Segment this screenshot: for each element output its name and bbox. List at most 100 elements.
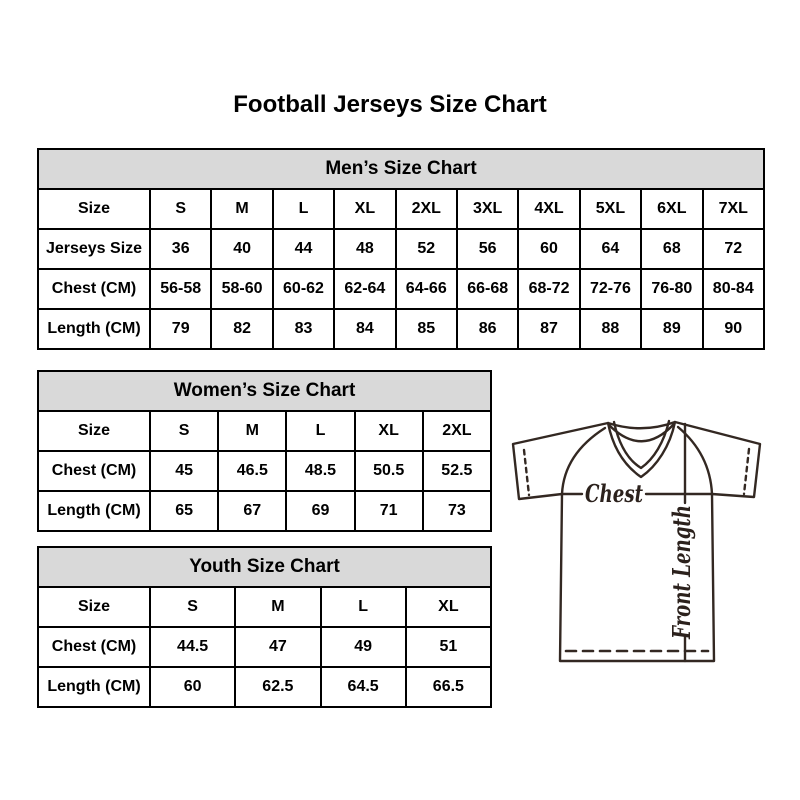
value-cell: 64.5 (319, 666, 407, 708)
value-cell: 2XL (394, 188, 458, 230)
table-row: Chest (CM) 56-58 58-60 60-62 62-64 64-66 66-68… (37, 268, 766, 310)
value-cell: 72-76 (578, 268, 643, 310)
value-cell: 87 (517, 308, 581, 350)
chest-label: Chest (585, 479, 643, 508)
jersey-measurement-diagram: Chest Front Length (511, 419, 762, 663)
value-cell: 4XL (517, 188, 581, 230)
value-cell: 68-72 (517, 268, 581, 310)
value-cell: L (271, 188, 336, 230)
value-cell: XL (333, 188, 397, 230)
row-label-cell: Length (CM) (37, 490, 151, 532)
value-cell: 7XL (701, 188, 766, 230)
value-cell: 48 (333, 228, 397, 270)
row-label-cell: Size (37, 410, 151, 452)
value-cell: 83 (271, 308, 336, 350)
table-title: Youth Size Chart (37, 546, 492, 588)
value-cell: 56 (455, 228, 520, 270)
value-cell: 50.5 (353, 450, 424, 492)
value-cell: 51 (404, 626, 493, 668)
womens-size-table: Women’s Size Chart Size S M L XL 2XL Chest (CM)… (37, 370, 493, 532)
row-label-cell: Chest (CM) (37, 268, 151, 310)
table-row: Size S M L XL 2XL (37, 410, 493, 452)
value-cell: M (210, 188, 274, 230)
value-cell: 36 (148, 228, 213, 270)
value-cell: M (217, 410, 288, 452)
value-cell: 5XL (578, 188, 643, 230)
value-cell: 60 (517, 228, 581, 270)
table-row: Length (CM) 65 67 69 71 73 (37, 490, 493, 532)
table-header-row: Men’s Size Chart (37, 148, 765, 190)
value-cell: M (234, 586, 322, 628)
value-cell: 56-58 (148, 268, 213, 310)
value-cell: 71 (353, 490, 424, 532)
value-cell: 49 (319, 626, 407, 668)
table-row: Chest (CM) 45 46.5 48.5 50.5 52.5 (37, 450, 493, 492)
row-label-cell: Jerseys Size (37, 228, 151, 270)
table-header-row: Youth Size Chart (37, 546, 492, 588)
value-cell: 67 (217, 490, 288, 532)
row-label-cell: Length (CM) (37, 666, 151, 708)
value-cell: L (285, 410, 356, 452)
armhole-seam-right (676, 425, 714, 496)
value-cell: 60-62 (271, 268, 336, 310)
value-cell: 64 (578, 228, 643, 270)
row-label-cell: Size (37, 586, 151, 628)
value-cell: S (148, 410, 220, 452)
jersey-outline (511, 420, 762, 663)
value-cell: 52.5 (421, 450, 493, 492)
table-row: Size S M L XL (37, 586, 493, 628)
armhole-seam-left (560, 426, 607, 496)
value-cell: 86 (455, 308, 520, 350)
value-cell: 44.5 (148, 626, 237, 668)
cuff-stitch-right-icon (742, 447, 751, 496)
table-title: Men’s Size Chart (37, 148, 765, 190)
value-cell: 2XL (421, 410, 493, 452)
value-cell: 73 (421, 490, 493, 532)
jersey-collar (606, 419, 677, 479)
table-row: Jerseys Size 36 40 44 48 52 56 60 64 68 72 (37, 228, 766, 270)
value-cell: 48.5 (285, 450, 356, 492)
cuff-stitch-left-icon (522, 448, 531, 497)
value-cell: 82 (210, 308, 274, 350)
front-length-label: Front Length (667, 505, 696, 640)
value-cell: 3XL (455, 188, 520, 230)
row-label-cell: Size (37, 188, 151, 230)
row-label-cell: Length (CM) (37, 308, 151, 350)
value-cell: 52 (394, 228, 458, 270)
table-title: Women’s Size Chart (37, 370, 492, 412)
value-cell: 58-60 (210, 268, 274, 310)
page-title: Football Jerseys Size Chart (233, 91, 547, 118)
value-cell: 66.5 (404, 666, 493, 708)
value-cell: 68 (640, 228, 704, 270)
mens-size-table: Men’s Size Chart Size S M L XL 2XL 3XL 4XL 5XL 6XL… (37, 148, 766, 350)
value-cell: 66-68 (455, 268, 520, 310)
value-cell: 85 (394, 308, 458, 350)
table-row: Size S M L XL 2XL 3XL 4XL 5XL 6XL 7XL (37, 188, 766, 230)
value-cell: 62-64 (333, 268, 397, 310)
value-cell: 90 (701, 308, 766, 350)
value-cell: XL (353, 410, 424, 452)
table-row: Length (CM) 79 82 83 84 85 86 87 88 89 90 (37, 308, 766, 350)
value-cell: 89 (640, 308, 704, 350)
value-cell: 46.5 (217, 450, 288, 492)
value-cell: 64-66 (394, 268, 458, 310)
table-row: Chest (CM) 44.5 47 49 51 (37, 626, 493, 668)
value-cell: 6XL (640, 188, 704, 230)
value-cell: 60 (148, 666, 237, 708)
value-cell: 80-84 (701, 268, 766, 310)
value-cell: 72 (701, 228, 766, 270)
value-cell: 84 (333, 308, 397, 350)
value-cell: 62.5 (234, 666, 322, 708)
value-cell: 69 (285, 490, 356, 532)
value-cell: 44 (271, 228, 336, 270)
value-cell: XL (404, 586, 493, 628)
value-cell: 47 (234, 626, 322, 668)
value-cell: 65 (148, 490, 220, 532)
row-label-cell: Chest (CM) (37, 626, 151, 668)
row-label-cell: Chest (CM) (37, 450, 151, 492)
value-cell: 45 (148, 450, 220, 492)
value-cell: S (148, 188, 213, 230)
youth-size-table: Youth Size Chart Size S M L XL Chest (CM) 44.5 4… (37, 546, 493, 708)
table-header-row: Women’s Size Chart (37, 370, 492, 412)
